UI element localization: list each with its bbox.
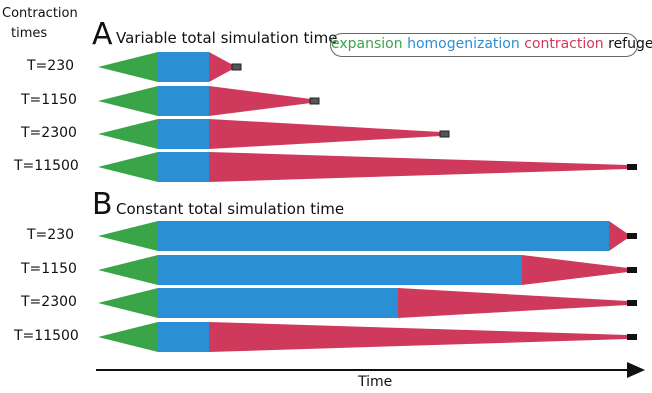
homogenization-bar [158,322,209,352]
homogenization-bar [158,288,398,318]
panel-a-row-t2300 [98,119,450,149]
row-label: T=1150 [21,92,77,108]
expansion-wedge [98,152,158,182]
panel-a-row-t1150 [98,86,320,116]
panel-b-title: Constant total simulation time [116,200,345,218]
header-line-2: times [11,26,48,41]
row-label: T=1150 [21,261,77,277]
legend-contraction: contraction [524,36,604,52]
legend-refuge: refuge [608,36,652,52]
panel-b-row-t11500 [98,322,637,352]
expansion-wedge [98,221,158,251]
legend: expansion homogenization contraction ref… [330,33,652,57]
contraction-wedge [209,86,311,116]
expansion-wedge [98,52,158,82]
panel-a-title: Variable total simulation time [116,29,338,47]
homogenization-bar [158,221,609,251]
panel-b-letter: B [92,187,113,222]
time-axis-label: Time [358,374,393,390]
refuge-marker [627,233,637,239]
refuge-marker [627,164,637,170]
contraction-wedge [209,119,441,149]
panel-b-row-t1150 [98,255,637,285]
panel-a-letter: A [92,17,113,52]
row-label: T=11500 [14,328,79,344]
contraction-wedge [398,288,628,318]
contraction-wedge [209,322,628,352]
expansion-wedge [98,288,158,318]
row-label: T=11500 [14,158,79,174]
contraction-wedge [522,255,628,285]
expansion-wedge [98,322,158,352]
expansion-wedge [98,86,158,116]
row-label: T=2300 [21,125,77,141]
expansion-wedge [98,119,158,149]
row-label: T=2300 [21,294,77,310]
refuge-marker [627,334,637,340]
homogenization-bar [158,52,209,82]
row-label: T=230 [27,227,75,243]
refuge-marker [309,97,320,105]
refuge-marker [439,130,450,138]
panel-a-row-t11500 [98,152,637,182]
expansion-wedge [98,255,158,285]
contraction-times-header: Contraction times [2,4,78,44]
homogenization-bar [158,152,209,182]
legend-expansion: expansion [331,36,403,52]
panel-b-row-t2300 [98,288,637,318]
refuge-marker [231,63,242,71]
panel-b-row-t230 [98,221,637,251]
homogenization-bar [158,255,522,285]
panel-a-row-t230 [98,52,242,82]
refuge-marker [627,267,637,273]
contraction-wedge [209,152,628,182]
homogenization-bar [158,119,209,149]
contraction-wedge [209,52,233,82]
refuge-marker [627,300,637,306]
contraction-wedge [609,221,628,251]
legend-homogenization: homogenization [407,36,520,52]
row-label: T=230 [27,58,75,74]
homogenization-bar [158,86,209,116]
header-line-1: Contraction [2,6,78,21]
